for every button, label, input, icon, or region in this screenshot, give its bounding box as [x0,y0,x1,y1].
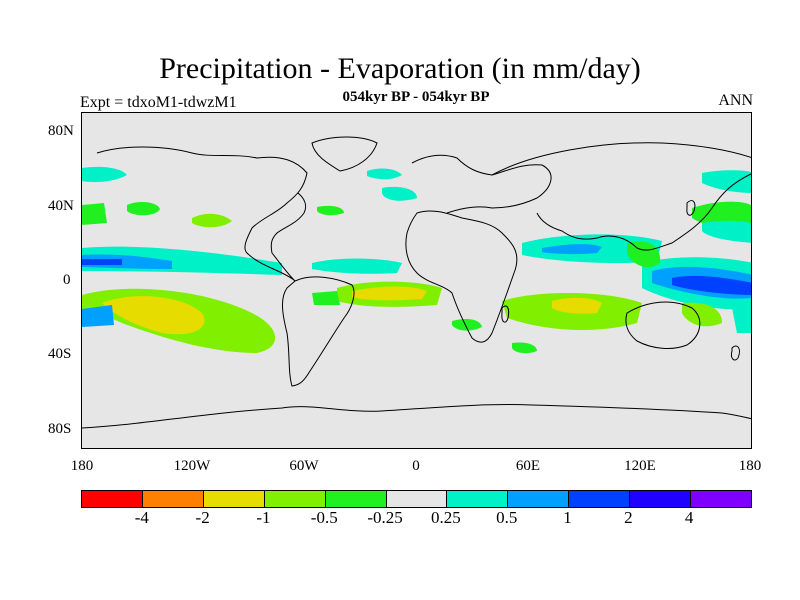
colorbar-swatch [325,491,387,507]
lon-label-60e: 60E [515,458,541,474]
australia-coast [625,301,701,349]
lat-label-40n: 40N [48,198,74,214]
asia-coast [491,142,751,251]
antarctica-coast [82,404,751,429]
lat-label-80n: 80N [48,123,74,139]
chart-title: Precipitation - Evaporation (in mm/day) [159,52,641,85]
colorbar-label: 2 [624,508,633,527]
map-panel [81,112,752,449]
chart-subtitle: 054kyr BP - 054kyr BP [342,89,490,105]
lat-label-80s: 80S [48,421,72,437]
lon-label-120e: 120E [624,458,656,474]
lon-label-0: 0 [412,458,420,474]
greenland-coast [311,136,378,172]
new-zealand-coast [731,345,740,361]
north-america-coast [96,146,308,282]
japan-coast [686,200,696,216]
madagascar-coast [501,305,510,323]
coastlines [82,136,751,429]
colorbar-label: -0.5 [310,508,338,527]
europe-coast [411,154,552,214]
colorbar-label: 0.25 [431,508,461,527]
experiment-label: Expt = tdxoM1-tdwzM1 [80,94,237,111]
colorbar-label: 4 [684,508,694,527]
south-america-coast [282,276,355,387]
colorbar-label: -1 [256,508,271,527]
colorbar-swatch [630,491,692,507]
lon-label-60w: 60W [289,458,319,474]
season-label: ANN [718,92,753,109]
lon-label-180w: 180 [70,458,94,474]
lon-label-120w: 120W [173,458,211,474]
colorbar [81,490,752,508]
map-canvas [82,136,751,429]
colorbar-label: -4 [134,508,149,527]
colorbar-label: -2 [195,508,210,527]
lon-label-180e: 180 [738,458,762,474]
colorbar-swatch [508,491,570,507]
colorbar-swatch [569,491,631,507]
lat-label-40s: 40S [48,346,72,362]
lat-label-eq: 0 [63,272,71,288]
colorbar-swatch [203,491,265,507]
africa-coast [405,210,518,343]
colorbar-label: 0.5 [496,508,518,527]
colorbar-swatch [691,491,751,507]
colorbar-label: 1 [563,508,572,527]
contour-fills [82,166,751,354]
colorbar-swatch [447,491,509,507]
colorbar-swatch [142,491,204,507]
colorbar-label: -0.25 [367,508,403,527]
colorbar-swatch [386,491,448,507]
colorbar-swatch [82,491,143,507]
colorbar-swatch [264,491,326,507]
